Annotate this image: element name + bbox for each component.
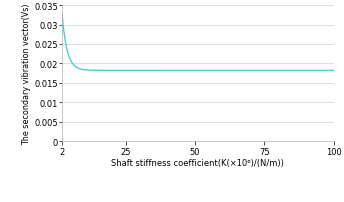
Y-axis label: The secondary vibration vector(Vs): The secondary vibration vector(Vs) bbox=[22, 3, 31, 144]
Axial vibration secondary vibration vector bbox=[277, 70, 281, 72]
Axial vibration secondary vibration vector bbox=[88, 69, 92, 72]
Axial vibration secondary vibration vector bbox=[272, 70, 276, 72]
Axial vibration secondary vibration vector bbox=[60, 13, 64, 15]
Axial vibration secondary vibration vector bbox=[180, 70, 184, 72]
Axial vibration secondary vibration vector bbox=[245, 70, 249, 72]
Axial vibration secondary vibration vector bbox=[170, 70, 174, 72]
Axial vibration secondary vibration vector bbox=[332, 70, 336, 72]
Axial vibration secondary vibration vector bbox=[247, 70, 251, 72]
Line: Axial vibration secondary vibration vector: Axial vibration secondary vibration vect… bbox=[62, 14, 334, 71]
X-axis label: Shaft stiffness coefficient(K(×10⁶)/(N/m)): Shaft stiffness coefficient(K(×10⁶)/(N/m… bbox=[111, 159, 284, 168]
